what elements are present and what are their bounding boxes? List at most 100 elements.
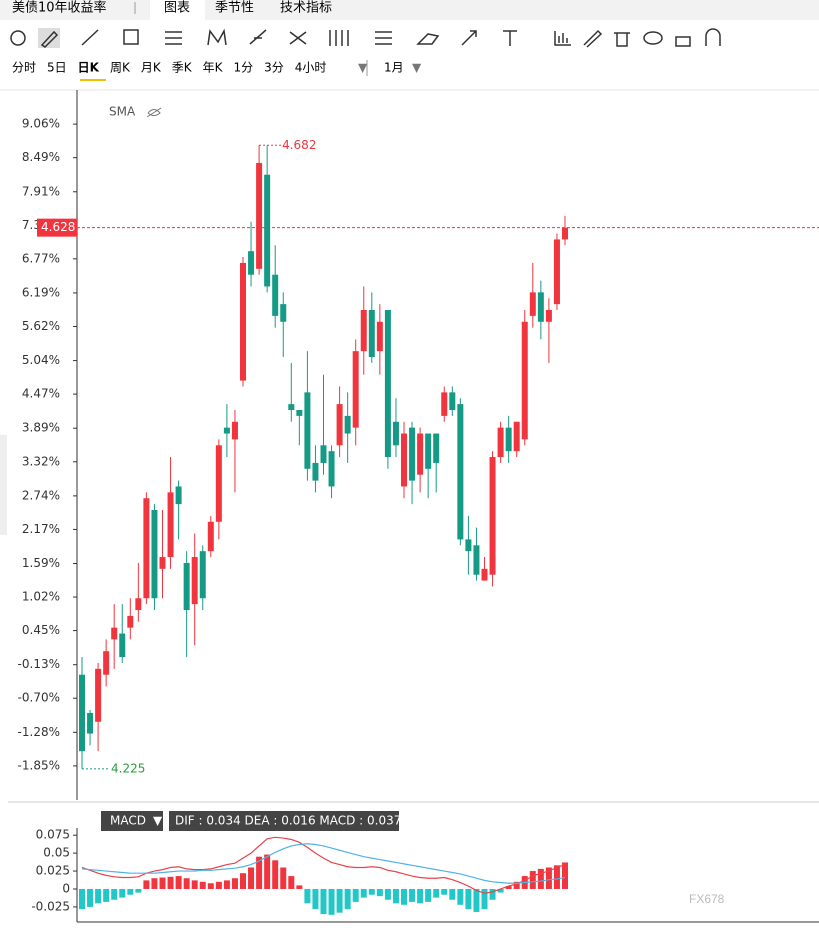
candle-body bbox=[384, 310, 391, 458]
candle-body bbox=[376, 321, 383, 352]
tool-icon[interactable] bbox=[289, 31, 307, 45]
macd-bar bbox=[425, 888, 432, 902]
dropdown-arrow[interactable]: ▼ bbox=[412, 61, 422, 75]
macd-bar bbox=[231, 878, 238, 889]
y-tick-label: 3.32% bbox=[22, 454, 60, 468]
tool-icon[interactable] bbox=[461, 30, 477, 46]
y-tick-label: 1.02% bbox=[22, 590, 60, 604]
macd-bar bbox=[336, 888, 343, 913]
macd-bar bbox=[562, 862, 568, 889]
macd-bar bbox=[489, 888, 496, 900]
candle-body bbox=[207, 521, 214, 552]
tool-icon[interactable] bbox=[705, 28, 721, 46]
candle-body bbox=[320, 445, 327, 463]
tool-icon[interactable] bbox=[614, 32, 630, 47]
period[interactable]: 周K bbox=[110, 61, 131, 75]
side-handle[interactable] bbox=[0, 435, 7, 535]
candle-body bbox=[521, 321, 528, 440]
period[interactable]: 年K bbox=[203, 61, 224, 75]
candle-body bbox=[199, 551, 206, 599]
macd-bar bbox=[312, 888, 319, 910]
y-tick-label: 3.89% bbox=[22, 421, 60, 435]
candle-body bbox=[264, 174, 271, 287]
candle-body bbox=[457, 404, 464, 540]
readout-box bbox=[169, 811, 399, 831]
candle-body bbox=[425, 433, 432, 469]
tool-icon[interactable] bbox=[643, 31, 663, 45]
y-tick-label: 6.19% bbox=[22, 285, 60, 299]
tool-icon[interactable] bbox=[375, 31, 392, 45]
period[interactable]: 季K bbox=[172, 61, 193, 75]
period[interactable]: 分时 bbox=[12, 61, 36, 75]
tab[interactable]: 图表 bbox=[164, 1, 190, 16]
tool-icon[interactable] bbox=[81, 29, 99, 46]
candle-body bbox=[151, 510, 158, 599]
tab[interactable]: 季节性 bbox=[215, 1, 254, 16]
tool-icon[interactable] bbox=[165, 31, 182, 45]
indicator-label: SMA bbox=[109, 105, 136, 119]
range[interactable]: 1月 bbox=[384, 61, 404, 75]
macd-bar bbox=[151, 878, 158, 889]
macd-bar bbox=[457, 888, 464, 905]
candle-body bbox=[304, 392, 311, 469]
macd-bar bbox=[183, 878, 190, 889]
period[interactable]: 日K bbox=[78, 61, 100, 75]
instrument-title: 美债10年收益率 bbox=[12, 0, 107, 16]
period[interactable]: 月K bbox=[141, 61, 162, 75]
macd-bar bbox=[127, 888, 134, 895]
macd-bar bbox=[433, 888, 440, 898]
macd-bar bbox=[352, 888, 359, 902]
candle-body bbox=[489, 457, 496, 575]
visibility-icon[interactable] bbox=[146, 107, 162, 118]
period[interactable]: 5日 bbox=[47, 61, 67, 75]
macd-bar bbox=[215, 881, 222, 889]
candle-body bbox=[401, 433, 407, 487]
tool-icon[interactable] bbox=[583, 29, 603, 48]
tool-icon[interactable] bbox=[554, 31, 571, 46]
macd-bar bbox=[481, 888, 488, 910]
macd-bar bbox=[240, 873, 246, 889]
macd-button-label: MACD bbox=[110, 814, 146, 828]
candle-body bbox=[449, 392, 456, 410]
macd-bar bbox=[135, 888, 142, 893]
y-tick-label: 5.04% bbox=[22, 353, 60, 367]
candle-body bbox=[248, 251, 255, 275]
candle-body bbox=[296, 410, 303, 416]
period[interactable]: 4小时 bbox=[295, 61, 327, 75]
tool-icon[interactable] bbox=[40, 30, 59, 48]
candle-body bbox=[481, 568, 488, 581]
period[interactable]: 1分 bbox=[233, 61, 253, 75]
dropdown-arrow[interactable]: ▼ bbox=[358, 61, 368, 75]
macd-bar bbox=[384, 888, 391, 900]
candle-body bbox=[215, 445, 222, 522]
tool-icon[interactable] bbox=[249, 29, 267, 45]
macd-bar bbox=[360, 888, 367, 898]
candle-body bbox=[280, 304, 287, 322]
macd-button[interactable] bbox=[101, 811, 163, 831]
tool-icon[interactable] bbox=[329, 30, 349, 46]
macd-bar bbox=[344, 888, 351, 910]
macd-bar bbox=[529, 871, 536, 889]
tab[interactable]: 技术指标 bbox=[280, 1, 332, 16]
macd-bar bbox=[417, 888, 424, 904]
last-price-box bbox=[37, 218, 77, 237]
period[interactable]: 3分 bbox=[264, 61, 284, 75]
candle-body bbox=[328, 451, 335, 487]
active-tab bbox=[150, 0, 205, 20]
tool-icon[interactable] bbox=[207, 28, 227, 46]
y-tick-label: 6.77% bbox=[22, 251, 60, 265]
tool-icon[interactable] bbox=[503, 30, 517, 46]
candle-body bbox=[95, 668, 102, 722]
candle-body bbox=[352, 351, 359, 428]
candle-body bbox=[159, 557, 166, 569]
tool-icon[interactable] bbox=[416, 33, 440, 45]
candle-body bbox=[497, 427, 504, 458]
macd-line bbox=[81, 843, 566, 884]
macd-bar bbox=[553, 865, 560, 889]
macd-bar bbox=[103, 888, 110, 902]
tool-icon[interactable] bbox=[123, 29, 139, 45]
tool-icon[interactable] bbox=[675, 36, 691, 47]
tool-icon[interactable] bbox=[10, 30, 26, 46]
